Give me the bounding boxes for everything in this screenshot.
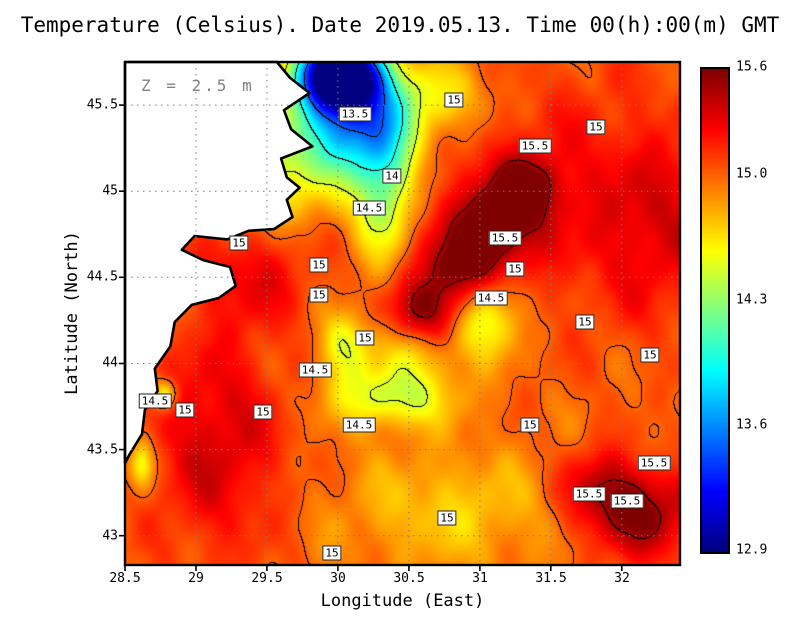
chart-title: Temperature (Celsius). Date 2019.05.13. … xyxy=(20,13,780,37)
contour-label: 15.5 xyxy=(637,455,671,471)
contour-label: 15 xyxy=(444,92,464,108)
contour-label: 15 xyxy=(175,402,195,418)
contour-label: 15.5 xyxy=(610,493,644,509)
contour-label: 15.5 xyxy=(518,138,552,154)
contour-label: 15 xyxy=(505,261,525,277)
contour-label: 15.5 xyxy=(488,230,522,246)
contour-label: 15 xyxy=(253,404,273,420)
contour-label: 13.5 xyxy=(338,106,372,122)
contour-label: 15 xyxy=(586,119,606,135)
x-tick-label: 32 xyxy=(614,571,630,586)
contour-label: 15 xyxy=(437,510,457,526)
contour-label: 15 xyxy=(575,314,595,330)
y-tick-label: 44 xyxy=(102,355,118,371)
colorbar-tick-label: 12.9 xyxy=(736,542,768,558)
x-tick-label: 29.5 xyxy=(251,571,283,586)
contour-label: 15.5 xyxy=(572,486,606,502)
colorbar xyxy=(700,67,730,554)
contour-label: 15 xyxy=(520,417,540,433)
contour-label: 15 xyxy=(309,287,329,303)
contour-label: 15 xyxy=(322,545,342,561)
contour-label: 14.5 xyxy=(342,417,376,433)
contour-label: 14.5 xyxy=(138,393,172,409)
contour-label: 15 xyxy=(355,330,375,346)
contour-label: 14.5 xyxy=(352,200,386,216)
x-axis-label: Longitude (East) xyxy=(320,591,485,611)
depth-annotation: Z = 2.5 m xyxy=(141,76,255,95)
contour-label: 14.5 xyxy=(298,362,332,378)
x-tick-label: 30.5 xyxy=(393,571,425,586)
y-tick-label: 45 xyxy=(102,183,118,199)
contour-label: 14.5 xyxy=(474,290,508,306)
x-tick-label: 30 xyxy=(330,571,346,586)
colorbar-tick-label: 15.0 xyxy=(736,166,768,182)
colorbar-tick-label: 13.6 xyxy=(736,417,768,433)
x-tick-label: 31 xyxy=(472,571,488,586)
x-tick-label: 29 xyxy=(188,571,204,586)
x-tick-label: 28.5 xyxy=(109,571,141,586)
contour-label: 15 xyxy=(640,347,660,363)
colorbar-tick-label: 15.6 xyxy=(736,59,768,75)
y-tick-label: 43 xyxy=(102,528,118,544)
y-tick-label: 44.5 xyxy=(86,269,118,285)
colorbar-canvas xyxy=(702,69,728,552)
x-tick-label: 31.5 xyxy=(535,571,567,586)
y-tick-label: 43.5 xyxy=(86,442,118,458)
contour-label: 15 xyxy=(229,235,249,251)
colorbar-tick-label: 14.3 xyxy=(736,292,768,308)
y-tick-label: 45.5 xyxy=(86,97,118,113)
contour-label: 15 xyxy=(309,257,329,273)
contour-label: 14 xyxy=(382,168,402,184)
plot-area: 13.5 15 15 15.5 14 14.5 15.5 15 15 15 15 14.5 15 15 15… xyxy=(119,60,682,571)
contour-labels: 13.5 15 15 15.5 14 14.5 15.5 15 15 15 15 14.5 15 15 15… xyxy=(125,62,680,565)
